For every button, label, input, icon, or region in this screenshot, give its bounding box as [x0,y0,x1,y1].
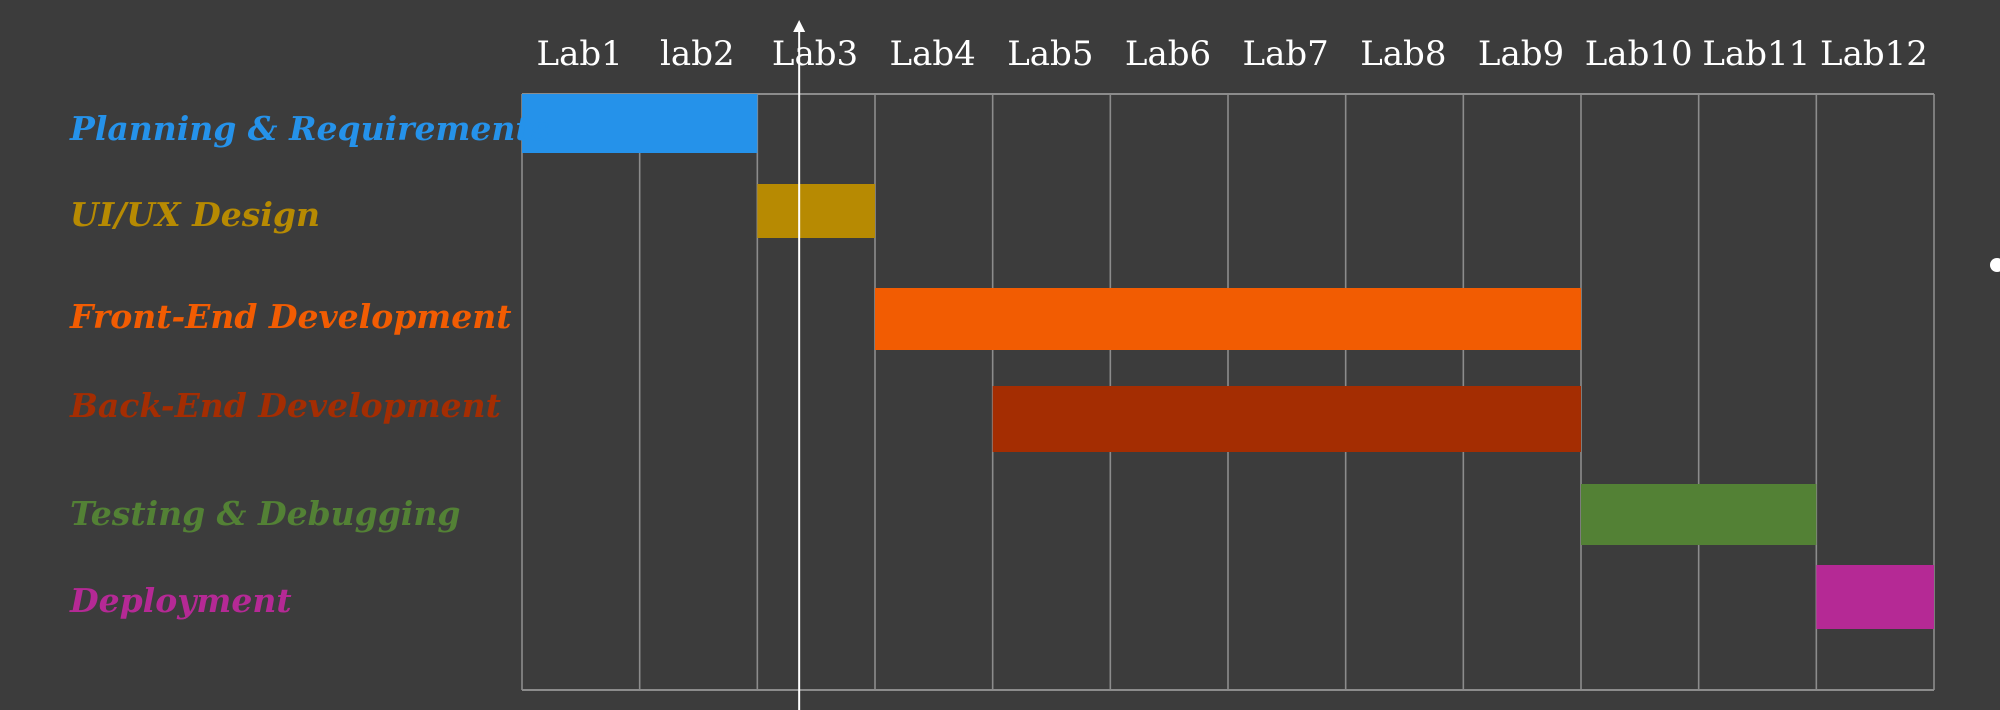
task-bar [522,94,758,153]
x-tick-labels: Lab1 lab2 Lab3 Lab4 Lab5 Lab6 Lab7 Lab8 Lab9 Lab1… [537,34,1928,74]
x-tick-label: Lab9 [1478,34,1564,74]
current-marker [793,20,2000,710]
task-label: Back-End Development [69,386,501,425]
task-bars [522,94,1934,629]
task-bar [757,184,875,238]
task-bar [875,288,1581,350]
task-label: Planning & Requirements [69,109,549,148]
task-label: UI/UX Design [70,195,320,234]
task-bar [1816,565,1934,629]
x-tick-label: Lab4 [890,34,976,74]
task-label: Deployment [69,581,292,620]
task-bar [1581,484,1817,545]
x-tick-label: Lab3 [772,34,858,74]
arrow-up-icon [793,20,806,32]
x-tick-label: lab2 [660,34,735,74]
task-label: Front-End Development [69,297,511,336]
task-bar [992,386,1581,452]
x-tick-label: Lab8 [1360,34,1446,74]
x-tick-label: Lab11 [1702,34,1810,74]
x-tick-label: Lab5 [1007,34,1093,74]
task-labels: Planning & Requirements UI/UX Design Front… [69,109,549,620]
x-tick-label: Lab6 [1125,34,1211,74]
x-tick-label: Lab7 [1243,34,1329,74]
x-tick-label: Lab1 [537,34,623,74]
task-label: Testing & Debugging [70,494,460,533]
x-tick-label: Lab10 [1585,34,1693,74]
resize-handle[interactable] [1990,258,2000,272]
x-tick-label: Lab12 [1820,34,1928,74]
